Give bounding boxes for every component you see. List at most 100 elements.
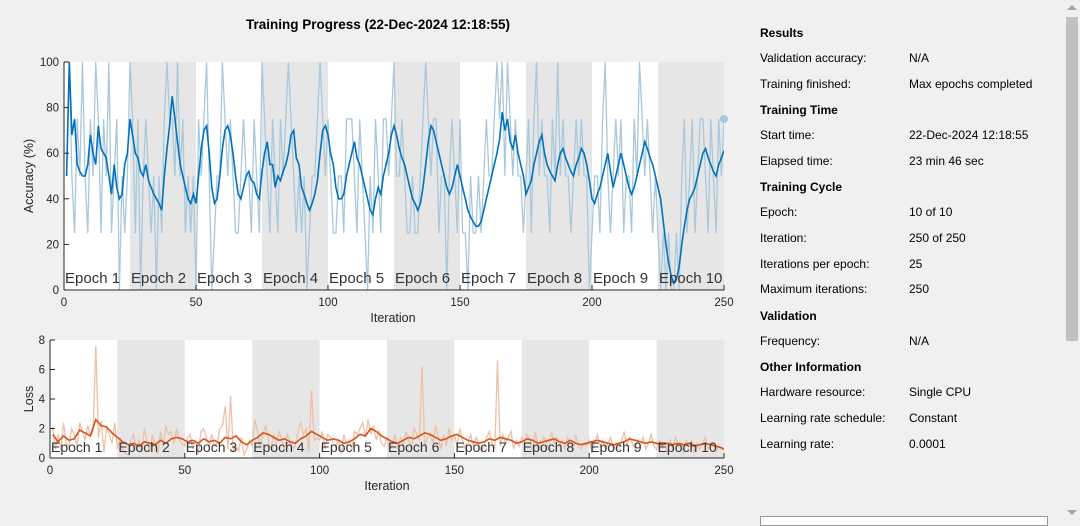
scrollbar-thumb[interactable] xyxy=(1066,17,1078,341)
frequency-value: N/A xyxy=(909,333,930,348)
loss-epoch-label-5: Epoch 5 xyxy=(321,439,373,455)
legend-box xyxy=(760,516,1048,526)
accuracy-y-tick-label: 80 xyxy=(46,103,59,115)
accuracy-x-tick-label: 150 xyxy=(450,297,469,309)
info-panel: Results Validation accuracy: N/A Trainin… xyxy=(760,20,1060,457)
loss-epoch-label-2: Epoch 2 xyxy=(118,439,170,455)
hardware-resource-row: Hardware resource: Single CPU xyxy=(760,380,1060,406)
start-time-row: Start time: 22-Dec-2024 12:18:55 xyxy=(760,123,1060,149)
accuracy-y-axis-label: Accuracy (%) xyxy=(22,139,36,213)
scroll-down-arrow-icon[interactable] xyxy=(1067,510,1077,515)
accuracy-x-tick-label: 250 xyxy=(714,297,733,309)
accuracy-y-tick-label: 60 xyxy=(46,148,59,160)
elapsed-time-value: 23 min 46 sec xyxy=(909,153,984,168)
loss-epoch-band-4 xyxy=(252,340,320,458)
loss-y-tick-label: 8 xyxy=(39,335,45,347)
scroll-up-arrow-icon[interactable] xyxy=(1067,5,1077,10)
iteration-row: Iteration: 250 of 250 xyxy=(760,226,1060,252)
accuracy-epoch-band-7 xyxy=(460,62,526,290)
accuracy-epoch-label-5: Epoch 5 xyxy=(329,270,384,287)
learning-rate-schedule-label: Learning rate schedule: xyxy=(760,410,886,425)
training-time-heading: Training Time xyxy=(760,103,838,118)
accuracy-epoch-label-7: Epoch 7 xyxy=(461,270,516,287)
accuracy-x-tick-label: 100 xyxy=(318,297,337,309)
accuracy-last-point-marker xyxy=(720,115,728,123)
loss-y-tick-label: 2 xyxy=(39,424,45,436)
start-time-value: 22-Dec-2024 12:18:55 xyxy=(909,128,1029,143)
loss-epoch-band-9 xyxy=(589,340,657,458)
learning-rate-label: Learning rate: xyxy=(760,436,835,451)
loss-x-tick-label: 200 xyxy=(580,465,599,477)
hardware-resource-value: Single CPU xyxy=(909,385,972,400)
learning-rate-value: 0.0001 xyxy=(909,436,946,451)
accuracy-epoch-label-10: Epoch 10 xyxy=(659,270,722,287)
accuracy-epoch-label-4: Epoch 4 xyxy=(263,270,318,287)
validation-accuracy-value: N/A xyxy=(909,51,930,65)
epoch-row: Epoch: 10 of 10 xyxy=(760,200,1060,226)
validation-heading: Validation xyxy=(760,308,817,323)
iterations-per-epoch-row: Iterations per epoch: 25 xyxy=(760,252,1060,278)
accuracy-epoch-label-6: Epoch 6 xyxy=(395,270,450,287)
learning-rate-row: Learning rate: 0.0001 xyxy=(760,432,1060,458)
iterations-per-epoch-label: Iterations per epoch: xyxy=(760,256,870,271)
loss-x-tick-label: 250 xyxy=(714,465,733,477)
loss-epoch-label-3: Epoch 3 xyxy=(186,439,238,455)
other-information-heading: Other Information xyxy=(760,360,862,375)
training-finished-value: Max epochs completed xyxy=(909,76,1033,91)
loss-x-tick-label: 150 xyxy=(445,465,464,477)
loss-smoothed-line xyxy=(52,418,724,450)
loss-epoch-label-10: Epoch 10 xyxy=(658,439,717,455)
accuracy-y-tick-label: 0 xyxy=(53,285,59,297)
accuracy-epoch-label-3: Epoch 3 xyxy=(197,270,252,287)
accuracy-x-tick-label: 50 xyxy=(190,297,203,309)
loss-epoch-label-9: Epoch 9 xyxy=(590,439,642,455)
loss-epoch-label-7: Epoch 7 xyxy=(455,439,507,455)
accuracy-x-axis-label: Iteration xyxy=(370,311,415,325)
loss-x-tick-label: 50 xyxy=(178,465,191,477)
vertical-scrollbar[interactable] xyxy=(1064,0,1080,520)
accuracy-epoch-label-2: Epoch 2 xyxy=(131,270,186,287)
validation-accuracy-row: Validation accuracy: N/A xyxy=(760,46,1060,72)
accuracy-y-tick-label: 100 xyxy=(40,57,59,69)
loss-y-tick-label: 0 xyxy=(39,453,45,465)
elapsed-time-row: Elapsed time: 23 min 46 sec xyxy=(760,149,1060,175)
loss-epoch-label-8: Epoch 8 xyxy=(523,439,575,455)
training-cycle-heading: Training Cycle xyxy=(760,180,843,195)
accuracy-x-tick-label: 0 xyxy=(61,297,67,309)
loss-epoch-label-4: Epoch 4 xyxy=(253,439,305,455)
accuracy-smoothed-line xyxy=(65,62,724,286)
learning-rate-schedule-value: Constant xyxy=(909,410,958,425)
accuracy-y-tick-label: 40 xyxy=(46,194,59,206)
training-progress-chart: Epoch 1 Epoch 2 Epoch 3 Epoch 4 Epoch 5 Epoch… xyxy=(22,57,734,493)
maximum-iterations-row: Maximum iterations: 250 xyxy=(760,277,1060,303)
accuracy-epoch-band-4 xyxy=(262,62,328,290)
loss-epoch-label-6: Epoch 6 xyxy=(388,439,440,455)
results-heading: Results xyxy=(760,26,804,40)
frequency-row: Frequency: N/A xyxy=(760,329,1060,355)
accuracy-x-tick-label: 200 xyxy=(582,297,601,309)
accuracy-raw-line xyxy=(65,62,724,290)
learning-rate-schedule-row: Learning rate schedule: Constant xyxy=(760,406,1060,432)
accuracy-y-tick-label: 20 xyxy=(46,239,59,251)
accuracy-epoch-label-1: Epoch 1 xyxy=(65,270,120,287)
loss-x-axis-label: Iteration xyxy=(364,479,409,493)
accuracy-epoch-label-9: Epoch 9 xyxy=(593,270,648,287)
accuracy-epoch-label-8: Epoch 8 xyxy=(527,270,582,287)
loss-y-axis-label: Loss xyxy=(22,386,36,412)
iterations-per-epoch-value: 25 xyxy=(909,256,923,271)
epoch-value: 10 of 10 xyxy=(909,205,953,220)
plot-title: Training Progress (22-Dec-2024 12:18:55) xyxy=(245,17,511,32)
validation-accuracy-label: Validation accuracy: xyxy=(760,51,867,65)
loss-epoch-band-8 xyxy=(521,340,590,458)
iteration-value: 250 of 250 xyxy=(909,230,966,245)
start-time-label: Start time: xyxy=(760,128,815,143)
iteration-label: Iteration: xyxy=(760,230,807,245)
elapsed-time-label: Elapsed time: xyxy=(760,153,833,168)
training-finished-row: Training finished: Max epochs completed xyxy=(760,72,1060,98)
loss-y-tick-label: 4 xyxy=(39,394,46,406)
loss-y-tick-label: 6 xyxy=(39,365,45,377)
training-plots-panel: Training Progress (22-Dec-2024 12:18:55)… xyxy=(22,17,734,493)
frequency-label: Frequency: xyxy=(760,333,821,348)
maximum-iterations-value: 250 xyxy=(909,282,930,297)
loss-epoch-band-10 xyxy=(656,340,724,458)
